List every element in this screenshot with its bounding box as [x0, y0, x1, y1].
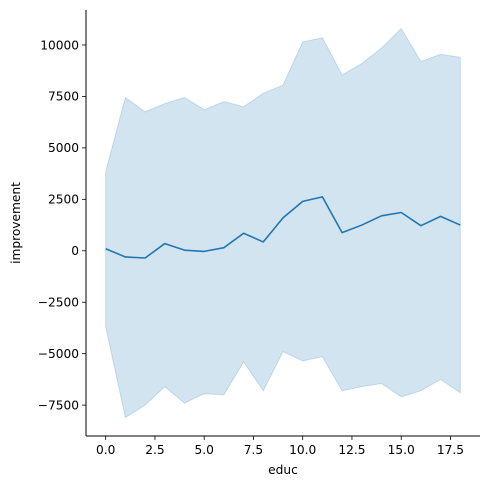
y-ticks: −7500 −5000 −2500 0 2500 5000 7500 10000: [38, 38, 86, 412]
x-tick-label: 0.0: [96, 443, 115, 457]
y-tick-label: 10000: [40, 38, 79, 52]
x-tick-label: 17.5: [437, 443, 464, 457]
x-tick-label: 7.5: [244, 443, 263, 457]
x-tick-label: 2.5: [145, 443, 164, 457]
y-tick-label: −7500: [38, 398, 79, 412]
y-tick-label: 7500: [48, 90, 79, 104]
x-tick-label: 5.0: [195, 443, 214, 457]
y-tick-label: −5000: [38, 347, 79, 361]
y-tick-label: 2500: [48, 193, 79, 207]
series-line: [105, 196, 461, 259]
y-tick-label: −2500: [38, 296, 79, 310]
x-tick-label: 15.0: [388, 443, 415, 457]
y-tick-label: 5000: [48, 141, 79, 155]
series-line-layer: [105, 196, 461, 259]
x-ticks: 0.0 2.5 5.0 7.5 10.0 12.5 15.0 17.5: [96, 436, 464, 457]
confidence-band-layer: [105, 27, 461, 419]
x-tick-label: 10.0: [289, 443, 316, 457]
x-axis-label: educ: [268, 463, 298, 477]
y-tick-label: 0: [71, 244, 79, 258]
confidence-band: [105, 27, 461, 419]
y-axis-label: improvement: [9, 182, 23, 264]
x-tick-label: 12.5: [338, 443, 365, 457]
